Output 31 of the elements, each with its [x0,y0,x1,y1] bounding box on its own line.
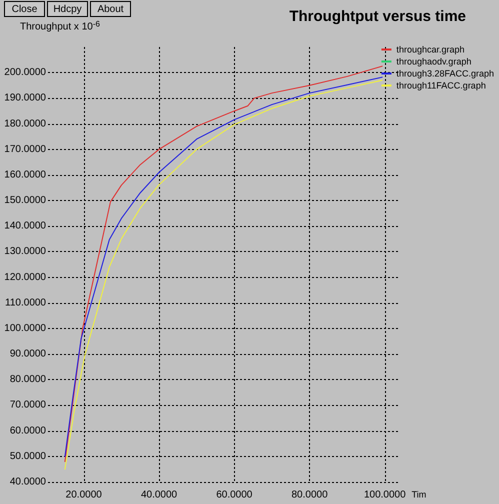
text: About [97,4,124,15]
y-tick-label: 70.0000 [10,400,46,411]
x-tick-label: 60.0000 [216,490,253,500]
text: Close [12,4,38,15]
legend-label: through3.28FACC.graph [396,68,494,78]
y-tick-label: 180.0000 [4,118,46,130]
x-tick-label: 100.0000 [364,490,406,500]
x-tick-label: 80.0000 [291,490,328,500]
y-tick-label: 160.0000 [4,169,46,180]
y-tick-label: 60.0000 [10,425,46,436]
chart-title: Throughtput versus time [289,8,466,25]
y-tick-label: 200.0000 [4,67,46,78]
y-tick-label: 40.0000 [10,476,46,488]
text: Hdcpy [53,4,82,15]
legend-label: throughcar.graph [396,44,464,54]
y-tick-label: 130.0000 [4,246,46,258]
x-axis-title: Tim [412,490,426,500]
x-tick-label: 20.0000 [66,490,102,500]
y-tick-label: 110.0000 [5,297,46,308]
y-tick-label: 120.0000 [4,272,46,283]
legend-label: throughaodv.graph [396,56,472,66]
y-tick-label: 80.0000 [10,374,46,386]
y-tick-label: 90.0000 [10,348,46,360]
legend-label: through11FACC.graph [396,80,486,90]
y-tick-label: 50.0000 [10,450,46,462]
x-tick-label: 40.0000 [140,490,178,500]
y-tick-label: 140.0000 [4,220,46,232]
y-tick-label: 190.0000 [4,92,46,104]
y-tick-label: 100.0000 [4,322,46,334]
y-tick-label: 170.0000 [4,144,46,155]
y-tick-label: 150.0000 [4,195,46,206]
